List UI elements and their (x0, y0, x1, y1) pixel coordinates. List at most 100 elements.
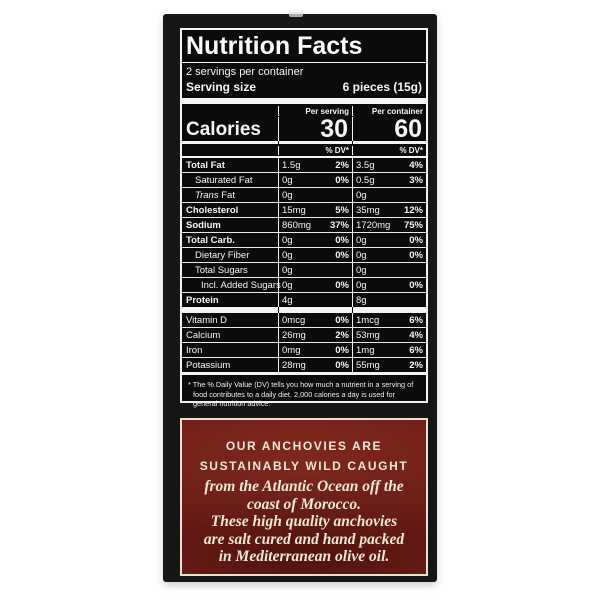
amount: 0.5g (356, 174, 375, 186)
daily-value-header-row: % DV* % DV* (182, 144, 426, 158)
serving-cell: 0g (278, 263, 352, 277)
container-cell: 53mg 4% (352, 328, 426, 342)
amount: 0mcg (282, 314, 306, 326)
row-calcium: Calcium 26mg 2% 53mg 4% (182, 327, 426, 342)
dv-value: 6% (409, 314, 423, 326)
container-cell: 1720mg 75% (352, 218, 426, 232)
marketing-caps-line: OUR ANCHOVIES ARE (225, 439, 383, 453)
row-total-carb: Total Carb. 0g 0% 0g 0% (182, 232, 426, 247)
dv-value: 0% (409, 279, 423, 291)
amount: 0g (356, 189, 367, 201)
row-sodium: Sodium 860mg 37% 1720mg 75% (182, 217, 426, 232)
nutrition-facts-panel: Nutrition Facts 2 servings per container… (180, 28, 428, 408)
serving-cell: 0g 0% (278, 248, 352, 262)
amount: 0mg (282, 344, 301, 356)
serving-cell: 0g (278, 188, 352, 202)
amount: 53mg (356, 329, 380, 341)
dv-value: 0% (335, 279, 349, 291)
nutrition-facts-title: Nutrition Facts (182, 30, 426, 63)
dv-value: 0% (409, 249, 423, 261)
marketing-script-line: in Mediterranean olive oil. (218, 548, 390, 565)
container-cell: 1mg 6% (352, 343, 426, 357)
container-cell: 35mg 12% (352, 203, 426, 217)
servings-per-container: 2 servings per container (186, 66, 304, 78)
serving-cell: 0mcg 0% (278, 313, 352, 327)
nutrient-name: Iron (186, 344, 203, 356)
row-potassium: Potassium 28mg 0% 55mg 2% (182, 357, 426, 372)
serving-cell: 0g 0% (278, 278, 352, 292)
row-total-sugars: Total Sugars 0g 0g (182, 262, 426, 277)
dv-value: 6% (409, 344, 423, 356)
amount: 0g (356, 249, 367, 261)
amount: 8g (356, 294, 367, 306)
nutrient-name: Dietary Fiber (195, 249, 250, 261)
amount: 0g (282, 279, 293, 291)
calories-row: Calories 30 60 (182, 116, 426, 142)
dv-value: 5% (335, 204, 349, 216)
serving-size-label: Serving size (186, 80, 257, 94)
serving-cell: 15mg 5% (278, 203, 352, 217)
container-cell: 8g (352, 293, 426, 307)
amount: 1.5g (282, 159, 301, 171)
row-trans-fat: Trans Fat 0g 0g (182, 187, 426, 202)
dv-value: 0% (335, 314, 349, 326)
amount: 3.5g (356, 159, 375, 171)
dv-value: 12% (403, 204, 423, 216)
row-dietary-fiber: Dietary Fiber 0g 0% 0g 0% (182, 247, 426, 262)
amount: 0g (282, 249, 293, 261)
nutrient-name: Total Fat (186, 159, 225, 171)
footnote-divider-bar (182, 372, 426, 375)
container-cell: 55mg 2% (352, 358, 426, 372)
amount: 0g (356, 234, 367, 246)
amount: 860mg (282, 219, 312, 231)
amount: 0g (282, 234, 293, 246)
dv-header-container: % DV* (352, 145, 426, 155)
row-total-fat: Total Fat 1.5g 2% 3.5g 4% (182, 158, 426, 172)
per-serving-header: Per serving (278, 106, 352, 116)
amount: 1720mg (356, 219, 391, 231)
nutrient-name: Cholesterol (186, 204, 239, 216)
row-iron: Iron 0mg 0% 1mg 6% (182, 342, 426, 357)
marketing-script-line: from the Atlantic Ocean off the (204, 478, 404, 495)
nutrient-name: Potassium (186, 359, 231, 371)
daily-value-footnote: * The % Daily Value (DV) tells you how m… (188, 380, 414, 409)
marketing-script-line: are salt cured and hand packed (203, 530, 405, 548)
dv-value: 0% (409, 234, 423, 246)
nutrient-name: Trans Fat (182, 190, 278, 201)
dv-value: 4% (409, 159, 423, 171)
dv-value: 2% (335, 329, 349, 341)
product-package: Nutrition Facts 2 servings per container… (163, 12, 437, 582)
dv-value: 2% (409, 359, 423, 371)
container-cell: 0.5g 3% (352, 173, 426, 187)
calories-per-container-value: 60 (352, 117, 426, 142)
dv-value: 0% (335, 359, 349, 371)
amount: 0g (282, 174, 293, 186)
amount: 0g (356, 279, 367, 291)
calories-column-headers: Per serving Per container (182, 104, 426, 116)
nutrient-name: Protein (186, 294, 219, 306)
per-container-header: Per container (352, 106, 426, 116)
amount: 0g (282, 189, 293, 201)
hang-tab-mark (289, 12, 303, 17)
nutrient-name: Total Sugars (195, 264, 248, 276)
container-cell: 0g (352, 188, 426, 202)
amount: 1mcg (356, 314, 380, 326)
amount: 35mg (356, 204, 380, 216)
row-cholesterol: Cholesterol 15mg 5% 35mg 12% (182, 202, 426, 217)
amount: 26mg (282, 329, 306, 341)
row-protein: Protein 4g 8g (182, 292, 426, 307)
dv-header-serving: % DV* (278, 145, 352, 155)
marketing-script-line: coast of Morocco. (246, 495, 362, 513)
amount: 1mg (356, 344, 375, 356)
serving-cell: 26mg 2% (278, 328, 352, 342)
dv-value: 0% (335, 234, 349, 246)
dv-value: 2% (335, 159, 349, 171)
nutrient-name: Saturated Fat (195, 174, 253, 186)
dv-value: 0% (335, 249, 349, 261)
serving-cell: 1.5g 2% (278, 158, 352, 172)
trans-italic: Trans (195, 189, 219, 201)
serving-cell: 28mg 0% (278, 358, 352, 372)
serving-cell: 0g 0% (278, 233, 352, 247)
row-vitamin-d: Vitamin D 0mcg 0% 1mcg 6% (182, 313, 426, 327)
amount: 4g (282, 294, 293, 306)
